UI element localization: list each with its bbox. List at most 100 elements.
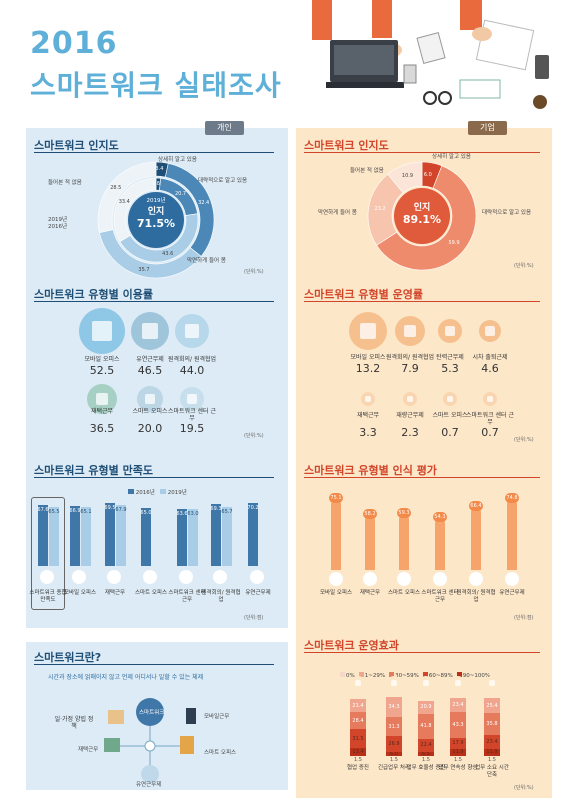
effect-segment [350, 747, 366, 756]
company-ring-segment [376, 165, 477, 271]
operation-label: 원격회의/ 원격협업 [385, 354, 435, 361]
operation-value: 0.7 [481, 426, 499, 439]
effect-segment [484, 748, 500, 756]
effect-legend-item: 60~89% [422, 672, 453, 679]
satisfaction-label: 스마트 오피스 [134, 590, 168, 596]
gear-icon [451, 676, 465, 690]
effect-value: 6.5 [422, 751, 430, 758]
usage-value: 36.5 [89, 422, 115, 435]
center-icon [483, 392, 497, 406]
satisfaction-value: 63.6 [176, 510, 188, 517]
outer-ring-value: 32.4 [198, 200, 210, 207]
office-icon [443, 392, 457, 406]
evaluation-cap [505, 492, 519, 503]
effect-value: 6.0 [390, 751, 398, 758]
inner-ring-value: 33.4 [118, 199, 130, 206]
evaluation-bar [331, 498, 341, 570]
unit-label: (단위:%) [244, 433, 264, 439]
personal-usage-title: 스마트워크 유형별 이용률 [34, 288, 153, 301]
evaluation-value: 54.3 [434, 514, 446, 521]
usage-value: 52.5 [89, 364, 115, 377]
evaluation-cap [329, 492, 343, 503]
definition-diagram [104, 698, 196, 783]
inner-ring-segment [113, 177, 157, 242]
company-tag: 기업 [468, 121, 507, 135]
legend-2016-label: 2016년 [135, 490, 155, 496]
def-item-mobile: 모바일근무 [204, 714, 230, 720]
satisfaction-value: 69.5 [104, 505, 116, 512]
effect-value: 21.4 [352, 702, 364, 709]
satisfaction-bar [49, 507, 59, 566]
effect-segment [450, 698, 466, 713]
definition-center: 스마트워크 [139, 710, 165, 716]
effect-value: 23.4 [486, 738, 498, 745]
satisfaction-bar [38, 505, 48, 566]
usage-value: 46.5 [137, 364, 163, 377]
office-icon [137, 386, 163, 412]
operation-label: 모바일 오피스 [350, 354, 386, 361]
effect-legend-item: 0% [340, 672, 355, 679]
company-ring-segment [387, 161, 423, 194]
satisfaction-icon [40, 570, 54, 584]
effect-segment [450, 748, 466, 756]
office-icon [397, 572, 411, 586]
page-year: 2016 [30, 26, 118, 61]
effect-value: 31.3 [388, 723, 400, 730]
satisfaction-bar [116, 504, 126, 566]
evaluation-value: 74.8 [506, 494, 518, 501]
usage-value: 20.0 [137, 422, 163, 435]
operation-label: 스마트워크 센터 근무 [466, 412, 514, 426]
clock-icon [131, 312, 169, 350]
mobile-icon [349, 312, 387, 350]
label-roughly: 대략적으로 알고 있음 [482, 210, 532, 216]
effect-label: 긴급업무 처리 [377, 765, 411, 771]
center-year: 2019년 [146, 198, 166, 204]
effect-segment [450, 712, 466, 739]
effect-value: 25.4 [486, 702, 498, 709]
label-2016: 2016년 [48, 224, 68, 230]
home-icon [361, 392, 375, 406]
effect-label: 업무 소요 시간 단축 [475, 765, 509, 778]
company-awareness-title: 스마트워크 인지도 [304, 139, 389, 152]
unit-label: (단위:점) [244, 615, 264, 621]
company-ring-value: 10.9 [401, 173, 414, 180]
effect-segment [418, 713, 434, 739]
satisfaction-value: 67.6 [37, 507, 49, 514]
label-vaguely: 막연하게 들어 봄 [318, 210, 357, 216]
effect-value: 20.9 [420, 704, 432, 711]
operation-label: 재량근무제 [396, 412, 424, 419]
effect-label: 업무 연속성 향상 [438, 765, 478, 771]
meeting-icon [175, 314, 209, 348]
usage-label: 스마트워크 센터 근무 [168, 408, 216, 422]
section-rule [34, 301, 274, 302]
satisfaction-value: 67.9 [115, 506, 127, 513]
label-heard: 들어본 적 없음 [350, 168, 384, 174]
legend-2019-label: 2019년 [167, 490, 187, 496]
satisfaction-icon [107, 570, 121, 584]
alert-icon [387, 676, 401, 690]
satisfaction-bar [222, 506, 232, 566]
operation-label: 탄력근무제 [436, 354, 464, 361]
mobile-icon [79, 308, 125, 354]
operation-label: 재택근무 [356, 412, 380, 419]
satisfaction-bar [70, 505, 80, 566]
company-effect-title: 스마트워크 운영효과 [304, 639, 399, 652]
personal-tag: 개인 [205, 121, 244, 135]
effect-value: 13.4 [352, 748, 364, 755]
unit-label: (단위:%) [514, 785, 534, 791]
effect-segment [418, 701, 434, 714]
def-item-home: 재택근무 [78, 747, 99, 753]
satisfaction-icon [143, 570, 157, 584]
evaluation-cap [397, 507, 411, 518]
clock-icon [485, 676, 499, 690]
section-rule [304, 301, 540, 302]
efficiency-icon [419, 676, 433, 690]
company-ring-value: 59.9 [448, 239, 460, 246]
legend-2016: 2016년 [128, 488, 155, 496]
personal-awareness-title: 스마트워크 인지도 [34, 139, 119, 152]
usage-label: 재택근무 [90, 408, 114, 415]
section-rule [304, 477, 540, 478]
effect-value: 41.8 [420, 723, 432, 730]
evaluation-bar [399, 513, 409, 570]
evaluation-value: 58.2 [364, 510, 376, 517]
